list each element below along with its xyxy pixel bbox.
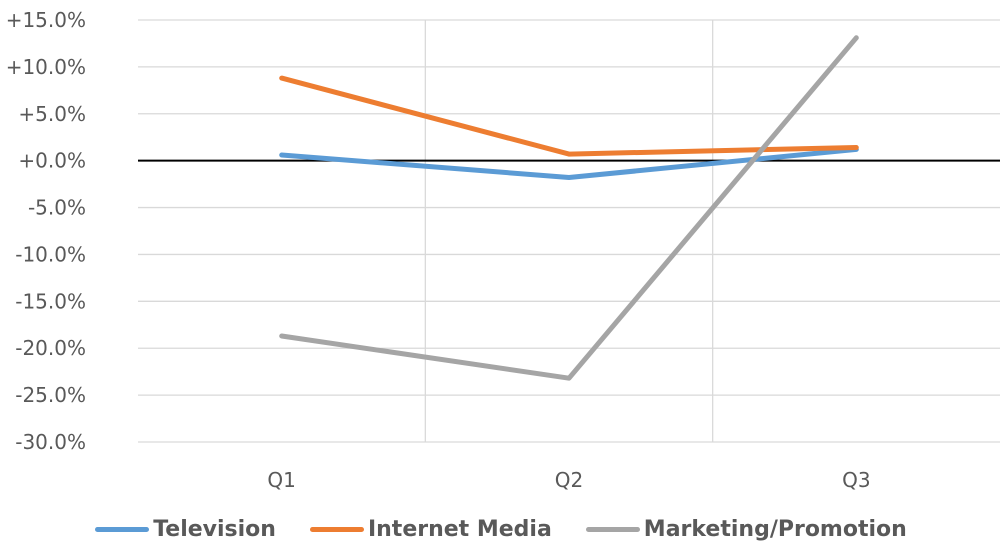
x-tick-label: Q3 — [842, 468, 870, 492]
y-tick-label: -15.0% — [15, 289, 86, 313]
x-tick-label: Q2 — [555, 468, 583, 492]
y-tick-label: -10.0% — [15, 242, 86, 266]
legend-label: Television — [153, 516, 276, 542]
y-axis-tick-labels: +15.0% +10.0% +5.0% +0.0% -5.0% -10.0% -15.0% -… — [6, 8, 86, 454]
legend-label: Marketing/Promotion — [643, 516, 907, 542]
legend: Television Internet Media Marketing/Promot… — [0, 514, 1002, 544]
series-line-0 — [279, 146, 859, 180]
y-tick-label: -25.0% — [15, 383, 86, 407]
legend-swatch — [95, 526, 150, 532]
x-tick-label: Q1 — [267, 468, 295, 492]
legend-label: Internet Media — [367, 516, 552, 542]
line-chart: +15.0% +10.0% +5.0% +0.0% -5.0% -10.0% -15.0% -… — [6, 8, 1000, 492]
legend-swatch — [585, 526, 640, 532]
y-tick-label: -30.0% — [15, 430, 86, 454]
series-lines — [279, 35, 859, 381]
y-tick-label: +10.0% — [6, 55, 86, 79]
y-tick-label: +0.0% — [18, 149, 86, 173]
legend-item: Television — [95, 517, 276, 542]
x-axis-tick-labels: Q1 Q2 Q3 — [267, 468, 870, 492]
y-tick-label: +5.0% — [18, 102, 86, 126]
series-line-2 — [279, 35, 859, 381]
y-tick-label: -20.0% — [15, 336, 86, 360]
legend-item: Internet Media — [309, 516, 552, 542]
gridlines — [138, 19, 1000, 443]
legend-item: Marketing/Promotion — [585, 516, 907, 542]
legend-swatch — [309, 526, 364, 532]
y-tick-label: +15.0% — [6, 8, 86, 32]
y-tick-label: -5.0% — [28, 196, 86, 220]
